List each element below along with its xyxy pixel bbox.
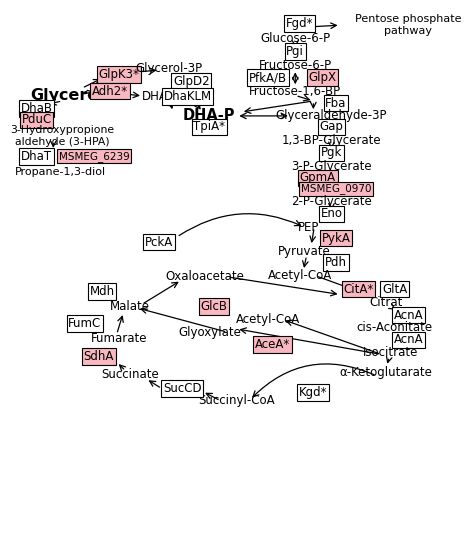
Text: Fba: Fba xyxy=(325,97,346,110)
Text: Mdh: Mdh xyxy=(90,285,115,298)
Text: Fructose-1,6-BP: Fructose-1,6-BP xyxy=(249,85,341,97)
Text: PykA: PykA xyxy=(321,232,350,245)
Text: α-Ketoglutarate: α-Ketoglutarate xyxy=(339,365,432,379)
Text: Fgd*: Fgd* xyxy=(286,17,313,30)
Text: Acetyl-CoA: Acetyl-CoA xyxy=(236,313,300,326)
Text: GlpK3*: GlpK3* xyxy=(99,68,139,81)
Text: 1,3-BP-Glycerate: 1,3-BP-Glycerate xyxy=(282,135,381,147)
Text: Pentose phosphate
pathway: Pentose phosphate pathway xyxy=(355,14,462,36)
Text: Fumarate: Fumarate xyxy=(91,332,147,345)
Text: PEP: PEP xyxy=(298,221,319,234)
Text: Pdh: Pdh xyxy=(325,256,347,269)
Text: DHA-P: DHA-P xyxy=(183,108,236,123)
Text: Glyoxylate: Glyoxylate xyxy=(178,326,241,339)
Text: PduC: PduC xyxy=(21,113,52,126)
Text: Pgk: Pgk xyxy=(321,146,342,160)
Text: Eno: Eno xyxy=(320,207,342,220)
Text: Malate: Malate xyxy=(110,300,150,313)
Text: DHA: DHA xyxy=(142,90,168,103)
Text: SucCD: SucCD xyxy=(163,382,201,395)
Text: cis-Aconitate: cis-Aconitate xyxy=(357,321,433,334)
Text: CitA*: CitA* xyxy=(344,282,374,296)
Text: Glucose-6-P: Glucose-6-P xyxy=(260,32,330,45)
Text: Kgd*: Kgd* xyxy=(299,386,328,399)
Text: Fructose-6-P: Fructose-6-P xyxy=(259,59,332,72)
Text: AceA*: AceA* xyxy=(255,338,290,351)
Text: Adh2*: Adh2* xyxy=(92,85,128,97)
Text: Citrat: Citrat xyxy=(369,296,402,309)
Text: FumC: FumC xyxy=(68,317,101,330)
Text: MSMEG_0970: MSMEG_0970 xyxy=(301,183,371,195)
Text: Gap: Gap xyxy=(319,121,343,133)
Text: TpiA*: TpiA* xyxy=(193,121,225,133)
Text: AcnA: AcnA xyxy=(393,334,423,346)
Text: Oxaloacetate: Oxaloacetate xyxy=(165,270,244,284)
Text: Succinyl-CoA: Succinyl-CoA xyxy=(198,394,275,408)
Text: Pgi: Pgi xyxy=(286,45,304,58)
Text: PckA: PckA xyxy=(145,236,173,249)
Text: Propane-1,3-diol: Propane-1,3-diol xyxy=(15,167,106,177)
Text: 3-P-Glycerate: 3-P-Glycerate xyxy=(291,160,372,173)
Text: GltA: GltA xyxy=(382,282,407,296)
Text: Glyceraldehyde-3P: Glyceraldehyde-3P xyxy=(276,110,387,122)
Text: DhaT: DhaT xyxy=(21,150,52,163)
Text: Pyruvate: Pyruvate xyxy=(278,245,331,258)
Text: GlpD2: GlpD2 xyxy=(173,75,210,87)
Text: MSMEG_6239: MSMEG_6239 xyxy=(59,151,129,162)
Text: Isocitrate: Isocitrate xyxy=(363,346,418,359)
Text: DhaB: DhaB xyxy=(20,102,53,115)
Text: GlcB: GlcB xyxy=(201,300,228,313)
Text: Acetyl-CoA: Acetyl-CoA xyxy=(268,269,332,282)
Text: AcnA: AcnA xyxy=(393,309,423,321)
Text: Succinate: Succinate xyxy=(101,368,159,381)
Text: GpmA: GpmA xyxy=(300,171,336,185)
Text: DhaKLM: DhaKLM xyxy=(164,90,212,103)
Text: PfkA/B: PfkA/B xyxy=(249,71,287,84)
Text: SdhA: SdhA xyxy=(83,350,114,363)
Text: Glycerol: Glycerol xyxy=(30,88,104,103)
Text: 2-P-Glycerate: 2-P-Glycerate xyxy=(291,195,372,208)
Text: 3-Hydroxypropione
aldehyde (3-HPA): 3-Hydroxypropione aldehyde (3-HPA) xyxy=(10,125,114,147)
Text: Glycerol-3P: Glycerol-3P xyxy=(135,62,202,76)
Text: GlpX: GlpX xyxy=(309,71,337,84)
